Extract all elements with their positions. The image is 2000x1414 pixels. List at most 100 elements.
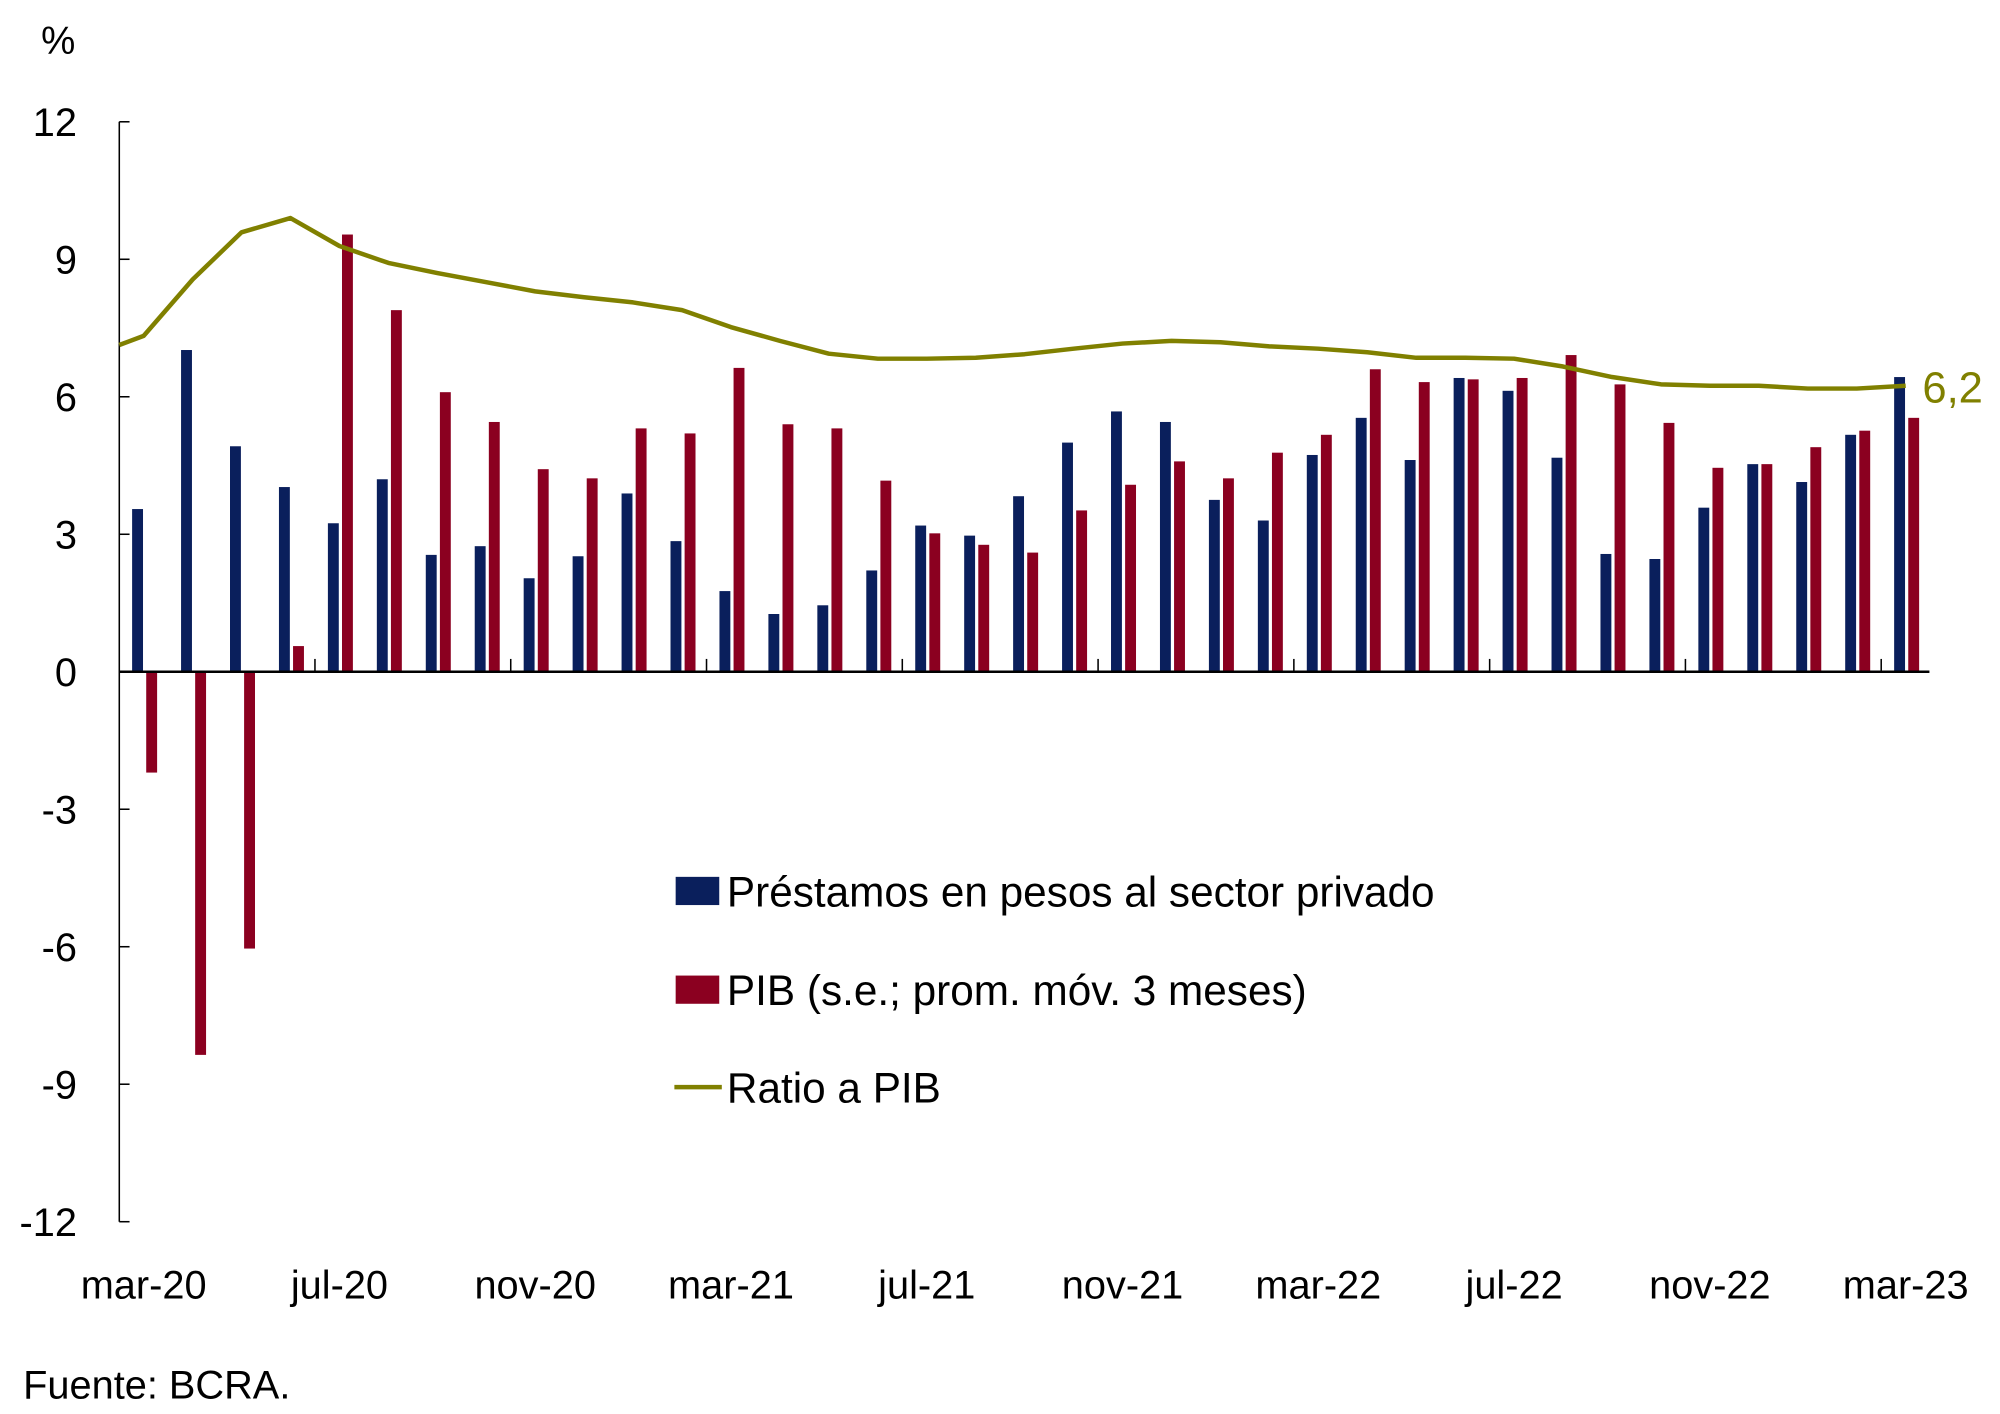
bar-prestamos — [474, 546, 486, 672]
bar-pib — [146, 671, 158, 773]
bar-prestamos — [1502, 390, 1514, 672]
bar-pib — [831, 428, 843, 672]
bar-pib — [1859, 430, 1871, 672]
bar-pib — [1076, 510, 1088, 672]
y-axis: 12 9 6 3 0 -3 -6 -9 -12 — [20, 101, 130, 1245]
bar-prestamos — [915, 525, 927, 672]
bar-prestamos — [1649, 559, 1661, 672]
x-tick-label: nov-21 — [1062, 1264, 1183, 1308]
bar-prestamos — [1159, 421, 1171, 672]
legend-label: Préstamos en pesos al sector privado — [727, 868, 1435, 915]
y-unit-label: % — [41, 20, 75, 63]
bar-prestamos — [1551, 457, 1563, 672]
bar-prestamos — [719, 591, 731, 672]
legend-swatch — [675, 876, 720, 906]
bar-pib — [978, 544, 990, 672]
legend-item: Préstamos en pesos al sector privado — [675, 868, 1435, 915]
bar-pib — [488, 421, 500, 672]
bar-pib — [1810, 447, 1822, 672]
bar-prestamos — [621, 493, 633, 672]
legend-item: PIB (s.e.; prom. móv. 3 meses) — [675, 967, 1307, 1014]
y-tick-label: 0 — [55, 651, 77, 695]
bar-pib — [1418, 382, 1430, 672]
ratio-line: 6,2 — [118, 215, 1983, 412]
x-tick-label: mar-20 — [81, 1264, 207, 1308]
x-tick-label: jul-22 — [1465, 1264, 1563, 1308]
bar-prestamos — [1845, 434, 1857, 672]
x-tick-label: mar-23 — [1843, 1264, 1969, 1308]
x-tick-label: mar-21 — [668, 1264, 794, 1308]
bar-prestamos — [1013, 496, 1025, 672]
x-axis: mar-20 jul-20 nov-20 mar-21 jul-21 nov-21 mar-… — [81, 658, 1969, 1308]
y-tick-label: 6 — [55, 376, 77, 420]
bar-prestamos — [1600, 553, 1612, 672]
y-tick-label: -6 — [42, 926, 77, 970]
bar-pib — [1908, 417, 1920, 672]
bar-pib — [880, 480, 892, 672]
x-tick-label: nov-22 — [1649, 1264, 1771, 1308]
y-tick-label: -3 — [42, 788, 77, 832]
bar-pib — [1663, 422, 1675, 672]
bar-pib — [635, 428, 647, 672]
bar-prestamos — [768, 614, 780, 672]
bar-prestamos — [1062, 442, 1073, 672]
bar-pib — [1761, 464, 1773, 672]
legend-label: Ratio a PIB — [727, 1064, 941, 1111]
source-note: Fuente: BCRA. — [23, 1364, 290, 1408]
bar-prestamos — [376, 479, 388, 672]
bar-pib — [341, 234, 353, 672]
bars — [132, 234, 1920, 1055]
bar-pib — [586, 478, 598, 672]
bar-pib — [1223, 478, 1234, 672]
bar-prestamos — [327, 523, 339, 672]
bar-prestamos — [572, 556, 584, 672]
legend: Préstamos en pesos al sector privado PIB … — [674, 868, 1435, 1111]
y-tick-label: -9 — [42, 1063, 77, 1107]
bar-prestamos — [866, 570, 878, 672]
bar-pib — [537, 469, 549, 672]
bar-pib — [244, 671, 256, 949]
bar-pib — [390, 310, 402, 672]
bar-pib — [195, 671, 207, 1055]
bar-pib — [1516, 377, 1528, 672]
bar-pib — [1271, 452, 1283, 672]
bar-prestamos — [230, 446, 241, 672]
x-tick-label: mar-22 — [1255, 1264, 1381, 1308]
legend-label: PIB (s.e.; prom. móv. 3 meses) — [727, 967, 1307, 1014]
bar-pib — [1125, 484, 1137, 672]
bar-prestamos — [1894, 377, 1906, 672]
y-tick-label: 3 — [55, 513, 77, 557]
bar-prestamos — [1404, 460, 1416, 672]
bar-pib — [1712, 467, 1724, 672]
bar-prestamos — [278, 487, 290, 672]
legend-item: Ratio a PIB — [674, 1064, 941, 1111]
bar-pib — [1369, 369, 1381, 672]
bar-pib — [439, 392, 451, 672]
bar-prestamos — [1257, 520, 1269, 672]
bar-pib — [1320, 434, 1332, 672]
y-tick-label: 9 — [55, 238, 77, 282]
bar-prestamos — [1453, 377, 1465, 672]
bar-pib — [929, 533, 941, 672]
bar-pib — [733, 367, 745, 672]
bar-pib — [1565, 355, 1577, 672]
x-tick-label: jul-20 — [290, 1264, 388, 1308]
bar-prestamos — [1796, 482, 1808, 672]
ratio-last-value-label: 6,2 — [1922, 364, 1983, 412]
bar-prestamos — [670, 541, 682, 672]
bar-prestamos — [1306, 454, 1318, 672]
bar-prestamos — [1208, 499, 1220, 672]
bar-pib — [1027, 552, 1039, 672]
bar-pib — [1614, 384, 1626, 672]
ratio-line-path — [118, 215, 1906, 391]
bar-prestamos — [523, 578, 535, 672]
bar-prestamos — [1747, 464, 1759, 672]
bar-prestamos — [964, 535, 976, 672]
bar-prestamos — [1111, 411, 1122, 672]
bar-pib — [1174, 461, 1185, 672]
y-tick-label: -12 — [20, 1201, 77, 1245]
y-tick-label: 12 — [33, 101, 77, 145]
bar-prestamos — [181, 350, 192, 672]
bar-prestamos — [425, 554, 437, 672]
